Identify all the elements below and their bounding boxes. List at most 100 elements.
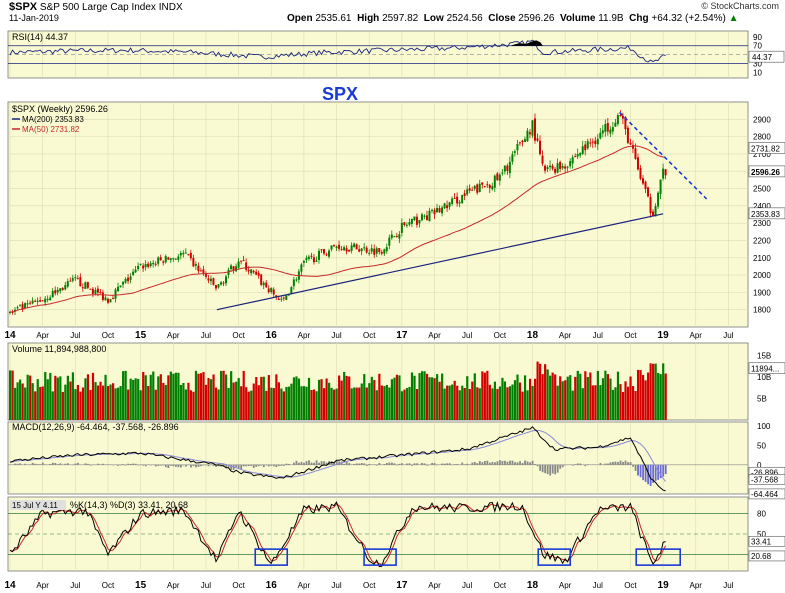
macd-histogram-bar [521, 463, 524, 465]
volume-bar [250, 390, 253, 420]
volume-bar [601, 378, 605, 420]
volume-bar [257, 385, 260, 420]
candle-body [657, 192, 660, 207]
candle-body [458, 202, 461, 204]
volume-bar [621, 391, 625, 420]
macd-histogram-bar [493, 462, 496, 465]
price-value-label: 2596.26 [751, 168, 780, 177]
candle-body [410, 218, 413, 224]
x-tick-label: Oct [232, 331, 245, 340]
candle-body [71, 278, 74, 281]
candle-body [14, 309, 17, 312]
price-y-tick: 2300 [753, 219, 771, 228]
rsi-line [9, 39, 666, 63]
macd-histogram-bar [142, 464, 145, 466]
macd-histogram-bar [662, 464, 665, 477]
volume-bar [531, 385, 534, 420]
volume-bar [393, 377, 396, 420]
volume-bar [634, 391, 637, 420]
macd-histogram-bar [481, 462, 484, 465]
volume-bar [307, 377, 311, 420]
volume-bar [46, 379, 49, 420]
macd-histogram-bar [74, 463, 77, 465]
macd-histogram-bar [561, 464, 564, 468]
volume-bar [541, 374, 544, 420]
macd-histogram-bar [272, 464, 275, 467]
macd-histogram-bar [66, 463, 69, 465]
macd-histogram-bar [519, 461, 521, 465]
macd-histogram-bar [619, 460, 622, 465]
volume-bar [277, 382, 280, 420]
volume-bar [292, 377, 296, 420]
candle-body [149, 263, 152, 267]
volume-bar [245, 387, 248, 420]
volume-bar [506, 387, 509, 420]
volume-bar [207, 377, 210, 420]
volume-bar [423, 371, 426, 420]
volume-bar [96, 385, 100, 420]
volume-bar [152, 371, 155, 420]
macd-histogram-bar [365, 464, 368, 466]
candle-body [139, 263, 142, 265]
candle-body [16, 307, 19, 309]
volume-bar [564, 380, 567, 420]
candle-body [531, 120, 534, 136]
macd-histogram-bar [202, 464, 205, 466]
candle-body [69, 280, 72, 282]
candle-body [39, 300, 42, 302]
candle-body [360, 248, 363, 252]
macd-histogram-bar [378, 462, 381, 465]
macd-histogram-bar [499, 460, 501, 465]
macd-histogram-bar [629, 462, 632, 465]
candle-body [521, 140, 524, 143]
macd-histogram-bar [97, 463, 99, 465]
rsi-title: RSI(14) 44.37 [12, 32, 68, 42]
candle-body [513, 151, 516, 153]
volume-bar [24, 387, 27, 420]
candle-body [292, 279, 295, 287]
candle-body [473, 186, 476, 189]
volume-bar [182, 383, 185, 420]
candle-body [222, 282, 225, 284]
rsi-overbought-fill [510, 40, 543, 46]
volume-bar [528, 378, 532, 420]
volume-bar [551, 372, 554, 420]
candle-body [533, 118, 536, 141]
volume-bar [343, 371, 346, 420]
stoch-value-box [748, 550, 785, 562]
candle-body [659, 179, 662, 194]
quote-summary: Open 2535.61 High 2597.82 Low 2524.56 Cl… [287, 13, 739, 24]
macd-value-box [748, 488, 785, 500]
volume-bar [471, 381, 474, 420]
candle-body [257, 272, 260, 276]
candle-body [518, 142, 521, 144]
volume-bar [664, 373, 667, 420]
macd-histogram-bar [162, 464, 165, 466]
close-label: Close [488, 13, 516, 24]
candle-body [348, 249, 351, 252]
candle-body [446, 205, 449, 209]
candle-body [302, 260, 305, 263]
volume-bar [29, 375, 32, 420]
volume-bar [76, 384, 80, 420]
volume-y-tick: 5B [757, 394, 767, 403]
candle-body [282, 297, 285, 299]
spx-annotation: SPX [322, 84, 358, 104]
volume-bar [232, 382, 235, 420]
macd-histogram-bar [215, 464, 217, 467]
candle-body [177, 256, 180, 260]
candle-body [528, 132, 531, 135]
macd-histogram-bar [119, 464, 122, 466]
volume-bar [478, 388, 481, 420]
volume-bar [335, 388, 338, 420]
candle-body [247, 269, 250, 272]
volume-bar [64, 384, 67, 420]
stoch-y-tick: 50 [757, 530, 766, 539]
candle-body [601, 130, 604, 134]
candle-body [124, 278, 127, 283]
candle-body [101, 292, 104, 300]
macd-histogram-bar [212, 464, 215, 466]
candle-body [56, 289, 59, 293]
macd-histogram-bar [185, 464, 187, 467]
macd-histogram-bar [584, 464, 587, 467]
